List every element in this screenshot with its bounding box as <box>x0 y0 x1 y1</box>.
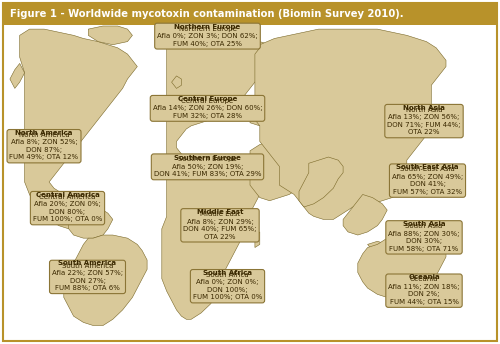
Polygon shape <box>250 141 309 201</box>
Text: South Asia
Afla 88%; ZON 30%;
DON 30%;
FUM 58%; OTA 71%: South Asia Afla 88%; ZON 30%; DON 30%; F… <box>388 223 460 251</box>
Text: South Asia: South Asia <box>403 221 446 227</box>
Text: Central Europe: Central Europe <box>178 96 237 102</box>
Polygon shape <box>426 114 441 123</box>
Text: South America
Afla 22%; ZON 57%;
DON 27%;
FUM 88%; OTA 6%: South America Afla 22%; ZON 57%; DON 27%… <box>52 263 123 291</box>
Text: South Africa
Afla 0%; ZON 0%;
DON 100%;
FUM 100%; OTA 0%: South Africa Afla 0%; ZON 0%; DON 100%; … <box>193 272 262 300</box>
Text: Northern Europe: Northern Europe <box>174 24 240 30</box>
Polygon shape <box>255 29 446 219</box>
Polygon shape <box>343 194 387 235</box>
Text: Southern Europe: Southern Europe <box>174 155 241 161</box>
Text: Middle East
Afla 8%; ZON 29%;
DON 40%; FUM 65%;
OTA 22%: Middle East Afla 8%; ZON 29%; DON 40%; F… <box>183 211 257 239</box>
Polygon shape <box>451 279 460 288</box>
Polygon shape <box>10 63 24 88</box>
Text: North America: North America <box>16 130 72 136</box>
Text: Figure 1 - Worldwide mycotoxin contamination (Biomin Survey 2010).: Figure 1 - Worldwide mycotoxin contamina… <box>10 9 404 19</box>
Polygon shape <box>358 232 446 298</box>
Text: Central America: Central America <box>36 192 100 197</box>
Text: Central America
Afla 20%; ZON 0%;
DON 80%;
FUM 100%; OTA 0%: Central America Afla 20%; ZON 0%; DON 80… <box>33 194 102 222</box>
Text: Middle East: Middle East <box>197 209 243 215</box>
Text: Central Europe
Afla 14%; ZON 26%; DON 60%;
FUM 32%; OTA 28%: Central Europe Afla 14%; ZON 26%; DON 60… <box>152 98 262 119</box>
Polygon shape <box>392 241 411 251</box>
Text: Northern Europe
Afla 0%; ZON 3%; DON 62%;
FUM 40%; OTA 25%: Northern Europe Afla 0%; ZON 3%; DON 62%… <box>157 25 258 47</box>
Text: North America
Afla 8%; ZON 52%;
DON 87%;
FUM 49%; OTA 12%: North America Afla 8%; ZON 52%; DON 87%;… <box>10 132 78 160</box>
Text: Oceania: Oceania <box>408 274 440 280</box>
Text: South America: South America <box>58 260 116 266</box>
Bar <box>3 3 497 25</box>
Text: North Asia
Afla 13%; ZON 56%;
DON 71%; FUM 44%;
OTA 22%: North Asia Afla 13%; ZON 56%; DON 71%; F… <box>387 107 461 135</box>
Text: Oceania
Afla 11%; ZON 18%;
DON 2%;
FUM 44%; OTA 15%: Oceania Afla 11%; ZON 18%; DON 2%; FUM 4… <box>388 277 460 305</box>
Text: North Asia: North Asia <box>403 105 445 110</box>
Polygon shape <box>172 76 181 88</box>
Text: South-East Asia
Afla 65%; ZON 49%;
DON 41%;
FUM 57%; OTA 32%: South-East Asia Afla 65%; ZON 49%; DON 4… <box>392 166 463 195</box>
Text: Southern Europe
Afla 50%; ZON 19%;
DON 41%; FUM 83%; OTA 29%: Southern Europe Afla 50%; ZON 19%; DON 4… <box>154 156 261 178</box>
Polygon shape <box>196 26 230 45</box>
Polygon shape <box>162 160 260 319</box>
Text: South-East Asia: South-East Asia <box>396 164 459 170</box>
Polygon shape <box>255 232 260 248</box>
Polygon shape <box>64 235 147 325</box>
Text: South Africa: South Africa <box>203 270 252 276</box>
Polygon shape <box>299 157 343 207</box>
Polygon shape <box>88 26 132 45</box>
Polygon shape <box>368 241 392 254</box>
Polygon shape <box>20 29 138 229</box>
Polygon shape <box>68 197 113 238</box>
Polygon shape <box>166 29 280 166</box>
Polygon shape <box>250 107 284 126</box>
